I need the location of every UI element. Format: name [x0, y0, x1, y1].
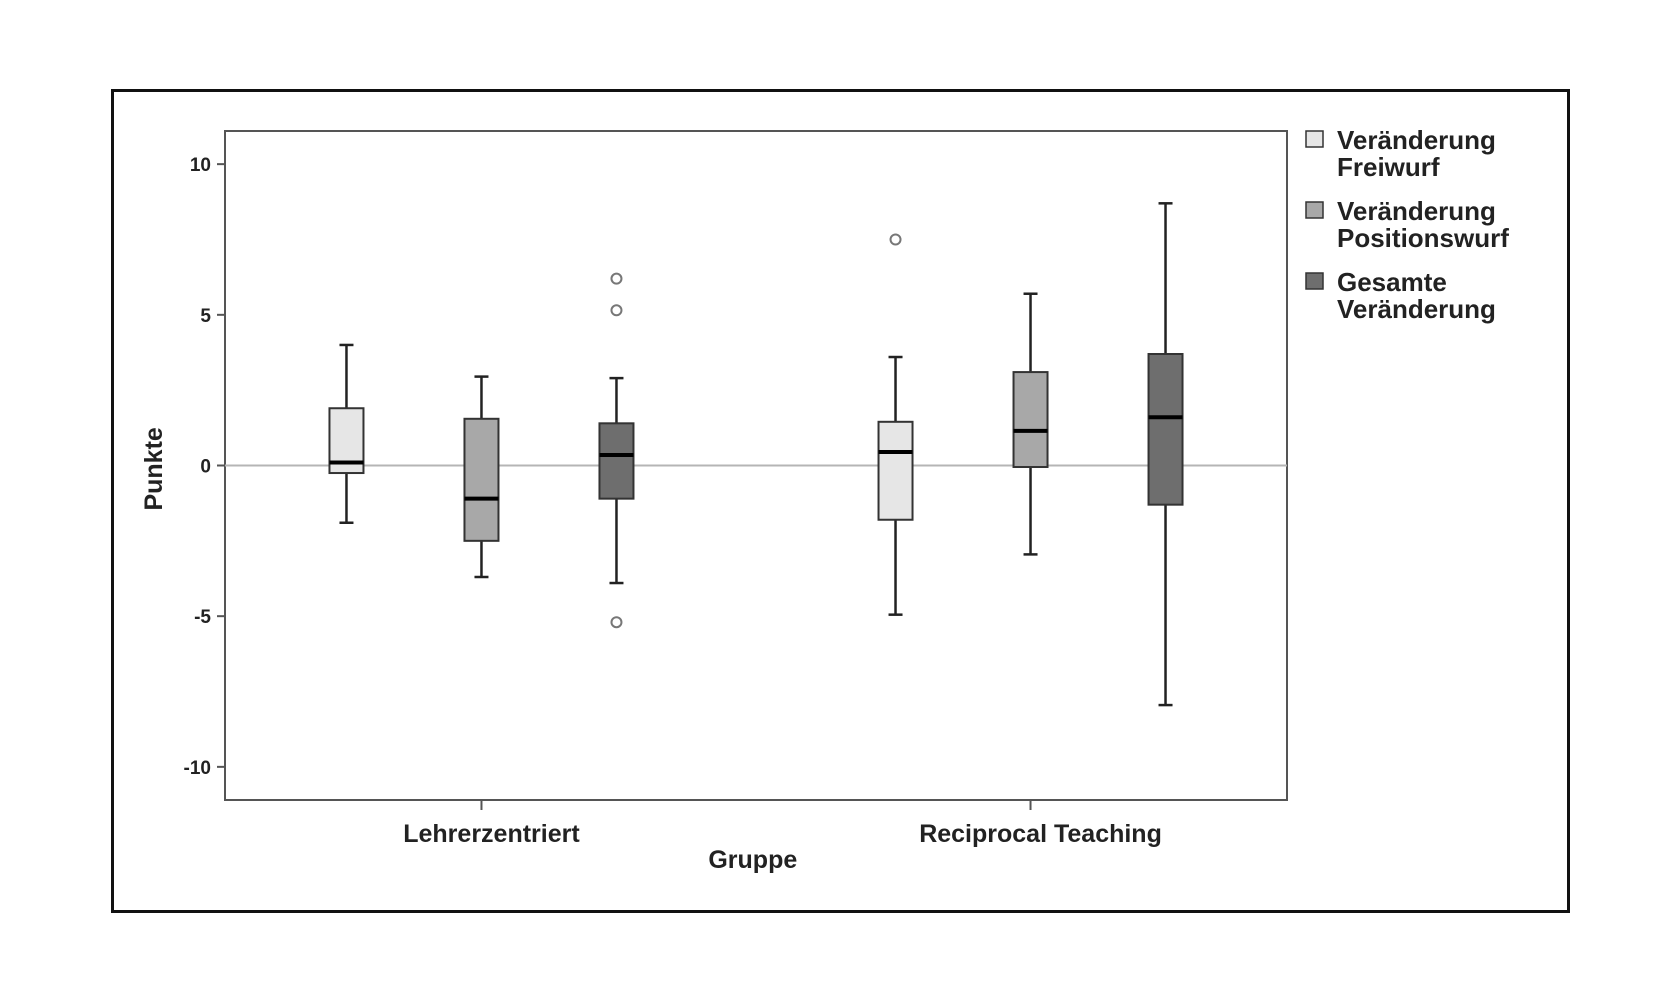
x-axis-group: Lehrerzentriert Reciprocal Teaching — [403, 800, 1162, 848]
outlier-point-2 — [610, 616, 623, 629]
box-s1-c1 — [1012, 292, 1049, 556]
outlier-point-0 — [610, 272, 623, 285]
box-body — [1147, 353, 1184, 506]
outlier-point-0 — [889, 233, 902, 246]
legend-swatch — [1305, 272, 1324, 290]
legend-label-line-0: Veränderung — [1337, 125, 1496, 155]
box-s1-c0 — [463, 375, 500, 579]
box-s0-c0 — [328, 343, 365, 525]
legend-swatch — [1305, 130, 1324, 148]
figure-frame: 10 5 0 -5 -10 Lehrerzentriert Reciprocal Teac… — [111, 89, 1570, 913]
legend-label-line-1: Freiwurf — [1337, 152, 1440, 182]
box-s2-c1 — [1147, 202, 1184, 707]
legend: VeränderungFreiwurfVeränderungPositionsw… — [1305, 125, 1509, 324]
y-axis-title: Punkte — [140, 427, 168, 510]
box-body — [1012, 371, 1049, 469]
x-category-label-1: Reciprocal Teaching — [919, 820, 1162, 848]
boxplot-chart: 10 5 0 -5 -10 Lehrerzentriert Reciprocal Teac… — [140, 125, 1509, 874]
outlier-point-1 — [610, 304, 623, 317]
legend-label-line-0: Gesamte — [1337, 267, 1447, 297]
box-s0-c1 — [877, 233, 914, 616]
box-body — [463, 417, 500, 542]
legend-label-line-1: Veränderung — [1337, 294, 1496, 324]
box-body — [598, 422, 635, 500]
legend-label-line-1: Positionswurf — [1337, 223, 1509, 253]
y-tick-label-3: -5 — [194, 607, 211, 628]
y-tick-label-2: 0 — [200, 457, 211, 478]
legend-label-line-0: Veränderung — [1337, 196, 1496, 226]
y-tick-label-1: 5 — [200, 306, 211, 327]
y-tick-label-0: 10 — [190, 155, 211, 176]
boxes-group — [328, 202, 1184, 707]
y-axis-ticks: 10 5 0 -5 -10 — [184, 155, 225, 779]
x-axis-title: Gruppe — [708, 846, 797, 874]
legend-swatch — [1305, 201, 1324, 219]
box-body — [877, 420, 914, 521]
y-tick-label-4: -10 — [184, 758, 211, 779]
box-s2-c0 — [598, 272, 635, 629]
x-category-label-0: Lehrerzentriert — [403, 820, 580, 848]
